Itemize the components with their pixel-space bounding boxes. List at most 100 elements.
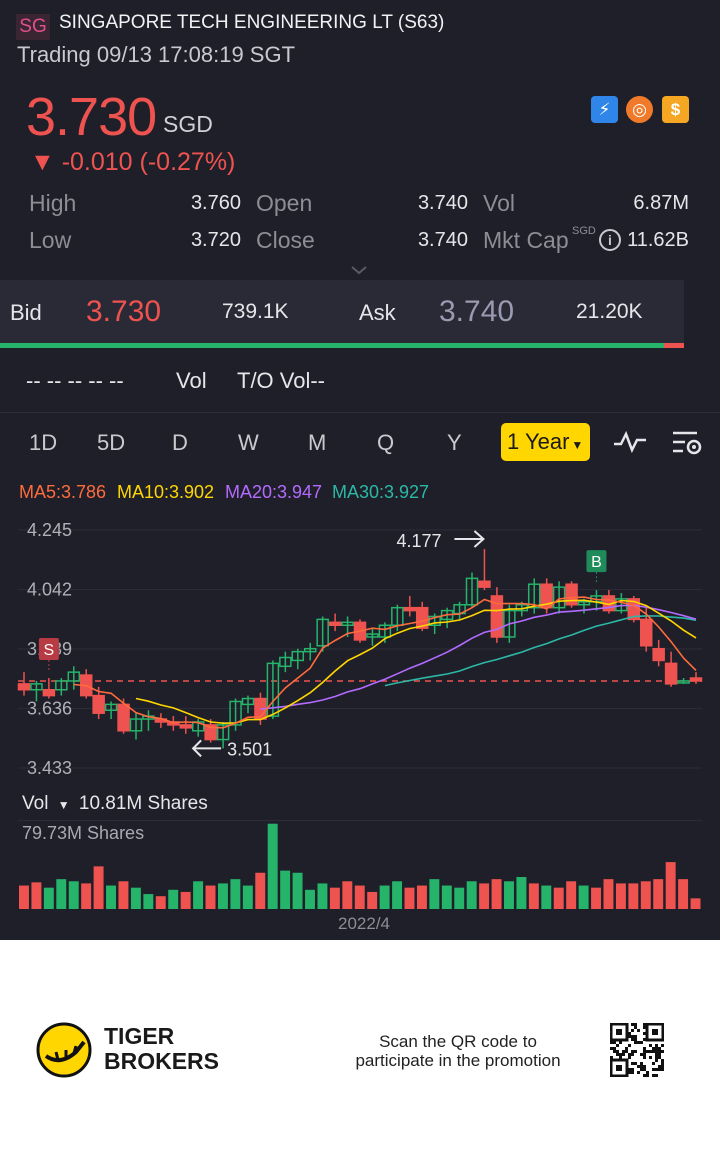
volume-bar <box>528 883 539 909</box>
bid-price[interactable]: 3.730 <box>86 295 162 328</box>
turnover-vol-label: T/O Vol-- <box>237 368 326 393</box>
qr-module <box>643 1038 646 1041</box>
qr-module <box>658 1068 661 1071</box>
qr-module <box>643 1068 646 1071</box>
candle-body-down <box>639 618 653 647</box>
volume-bar <box>665 862 676 909</box>
qr-module <box>631 1029 634 1032</box>
candle <box>552 581 566 614</box>
volume-bar <box>342 881 353 909</box>
qr-module <box>655 1059 658 1062</box>
tick-dashes: -- -- -- -- -- <box>26 368 124 393</box>
tab-5d[interactable]: 5D <box>97 430 126 455</box>
caret-down-icon: ▼ <box>571 438 584 452</box>
qr-module <box>655 1068 658 1071</box>
volume-bar <box>130 887 141 909</box>
price-change: ▼ -0.010 (-0.27%) <box>30 148 236 176</box>
tab-d[interactable]: D <box>172 430 188 455</box>
chart-settings-icon[interactable] <box>671 428 703 463</box>
qr-module <box>634 1041 637 1044</box>
qr-module <box>634 1035 637 1038</box>
info-icon[interactable]: i <box>599 229 621 251</box>
open-value: 3.740 <box>417 192 468 214</box>
sell-signal-marker: S <box>38 638 59 673</box>
volume-bar <box>168 889 179 909</box>
mktcap-currency: SGD <box>572 225 596 237</box>
candle <box>577 598 591 614</box>
qr-module <box>628 1032 631 1035</box>
candle <box>55 678 68 696</box>
volume-bar <box>379 885 390 909</box>
volume-bar <box>155 896 166 909</box>
volume-total: 10.81M Shares <box>78 793 208 814</box>
candle-body-down <box>652 647 665 662</box>
brand-name: TIGER BROKERS <box>104 1024 219 1074</box>
candle-body-up <box>577 601 591 606</box>
tab-1d[interactable]: 1D <box>29 430 58 455</box>
qr-module <box>661 1044 664 1047</box>
qr-module <box>652 1062 655 1065</box>
qr-module <box>619 1056 622 1059</box>
lightning-badge-icon[interactable]: ⚡ <box>591 96 618 123</box>
close-label: Close <box>256 227 315 253</box>
indicator-line-icon[interactable] <box>613 428 647 461</box>
candle <box>316 616 329 652</box>
candle <box>689 672 703 684</box>
tab-y[interactable]: Y <box>447 430 462 455</box>
qr-module <box>646 1071 649 1074</box>
volume-bar <box>267 823 278 909</box>
vol-row-label: Vol <box>176 368 207 393</box>
qr-module <box>658 1056 661 1059</box>
candle <box>602 590 616 614</box>
candle-body-up <box>67 671 81 682</box>
tab-1-year-dropdown[interactable]: 1 Year ▼ <box>501 423 590 461</box>
qr-module <box>655 1074 658 1077</box>
qr-code-icon[interactable] <box>609 1022 665 1082</box>
candle <box>527 578 541 614</box>
candle <box>42 678 56 699</box>
chevron-down-icon[interactable] <box>350 262 368 275</box>
ask-label: Ask <box>359 300 396 325</box>
volume-bar <box>31 882 42 909</box>
qr-module <box>655 1056 658 1059</box>
qr-module <box>628 1068 631 1071</box>
candle-body-down <box>490 595 504 638</box>
ma20-label: MA20:3.947 <box>225 482 323 502</box>
bid-ratio-bar <box>0 343 664 348</box>
open-label: Open <box>256 190 313 216</box>
qr-module <box>637 1071 640 1074</box>
tab-q[interactable]: Q <box>377 430 395 455</box>
buy-signal-marker-box <box>586 550 607 573</box>
candle-body-up <box>266 662 280 717</box>
qr-module <box>631 1062 634 1065</box>
qr-module <box>628 1071 631 1074</box>
candle <box>303 642 317 661</box>
ma10-label: MA10:3.902 <box>117 482 215 502</box>
candle-body-down <box>117 703 130 732</box>
tab-m[interactable]: M <box>308 430 327 455</box>
candle-body-up <box>30 683 43 691</box>
low-value: 3.720 <box>190 229 241 251</box>
qr-module <box>652 1068 655 1071</box>
qr-module <box>613 1050 616 1053</box>
high-label: High <box>29 190 77 216</box>
orange-coin-icon[interactable]: ◎ <box>626 96 653 123</box>
caret-down-icon: ▼ <box>57 798 70 812</box>
tiger-logo-icon <box>36 1022 92 1083</box>
volume-bar <box>392 881 403 909</box>
qr-module <box>631 1050 634 1053</box>
qr-module <box>634 1038 637 1041</box>
promo-text: Scan the QR code to participate in the p… <box>355 1032 561 1070</box>
volume-bar <box>404 887 415 909</box>
candle <box>142 710 155 731</box>
volume-bar <box>541 885 552 909</box>
ask-price[interactable]: 3.740 <box>439 295 515 328</box>
brand-line-1: TIGER <box>104 1023 175 1049</box>
qr-module <box>631 1038 634 1041</box>
volume-header[interactable]: Vol ▼ 10.81M Shares <box>22 793 208 815</box>
tab-w[interactable]: W <box>238 430 259 455</box>
volume-bar <box>19 885 29 909</box>
dollar-badge-icon[interactable]: $ <box>662 96 689 123</box>
qr-module <box>613 1047 616 1050</box>
